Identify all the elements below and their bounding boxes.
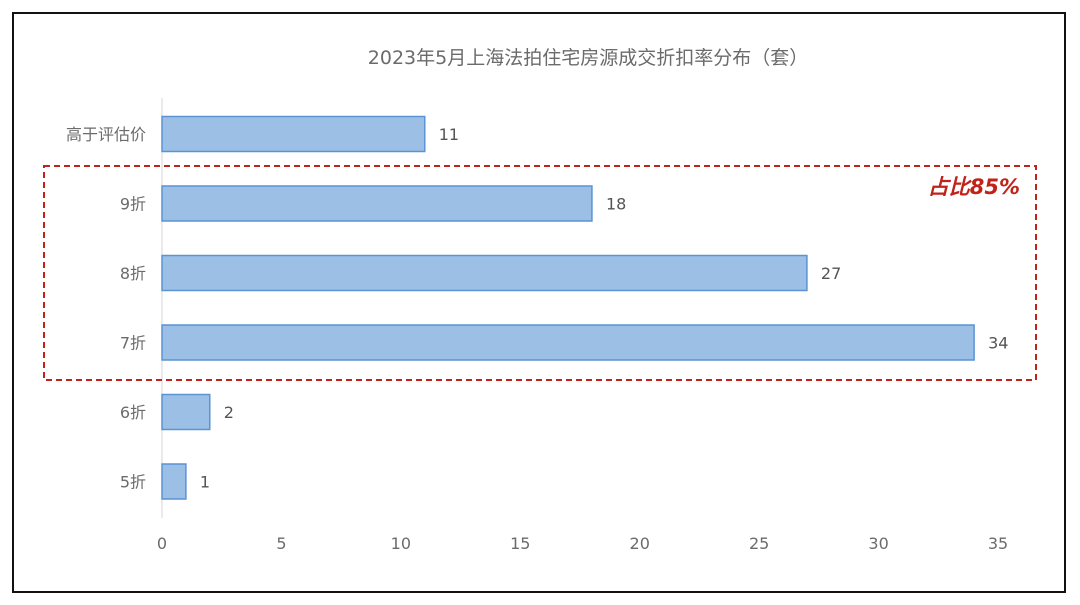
data-label: 2 xyxy=(224,403,234,422)
x-tick-label: 15 xyxy=(510,534,530,553)
x-tick-label: 35 xyxy=(988,534,1008,553)
x-tick-label: 25 xyxy=(749,534,769,553)
bar-3 xyxy=(161,254,808,292)
category-label: 6折 xyxy=(120,403,146,422)
data-label: 18 xyxy=(606,195,626,214)
x-tick-label: 30 xyxy=(868,534,888,553)
x-tick-label: 0 xyxy=(157,534,167,553)
data-label: 11 xyxy=(439,125,459,144)
bar-5 xyxy=(161,393,211,431)
highlight-label: 占比85% xyxy=(928,175,1020,199)
x-tick-label: 20 xyxy=(630,534,650,553)
category-label: 9折 xyxy=(120,195,146,214)
bars-layer xyxy=(161,115,975,500)
data-label: 27 xyxy=(821,264,841,283)
bar-1 xyxy=(161,115,426,153)
data-labels: 11 18 27 34 2 1 xyxy=(200,125,1009,492)
chart-title: 2023年5月上海法拍住宅房源成交折扣率分布（套） xyxy=(368,47,808,69)
category-label: 7折 xyxy=(120,334,146,353)
bar-4 xyxy=(161,324,975,361)
category-label: 5折 xyxy=(120,473,146,492)
category-labels: 高于评估价 9折 8折 7折 6折 5折 xyxy=(66,125,146,492)
chart-frame xyxy=(12,12,1066,593)
x-tick-label: 5 xyxy=(276,534,286,553)
x-tick-label: 10 xyxy=(391,534,411,553)
data-label: 34 xyxy=(988,334,1008,353)
category-label: 高于评估价 xyxy=(66,125,146,144)
bar-2 xyxy=(161,185,593,222)
category-label: 8折 xyxy=(120,264,146,283)
data-label: 1 xyxy=(200,473,210,492)
x-axis-ticks: 0 5 10 15 20 25 30 35 xyxy=(157,534,1008,553)
highlight-box xyxy=(43,165,1037,381)
bar-6 xyxy=(161,463,187,500)
